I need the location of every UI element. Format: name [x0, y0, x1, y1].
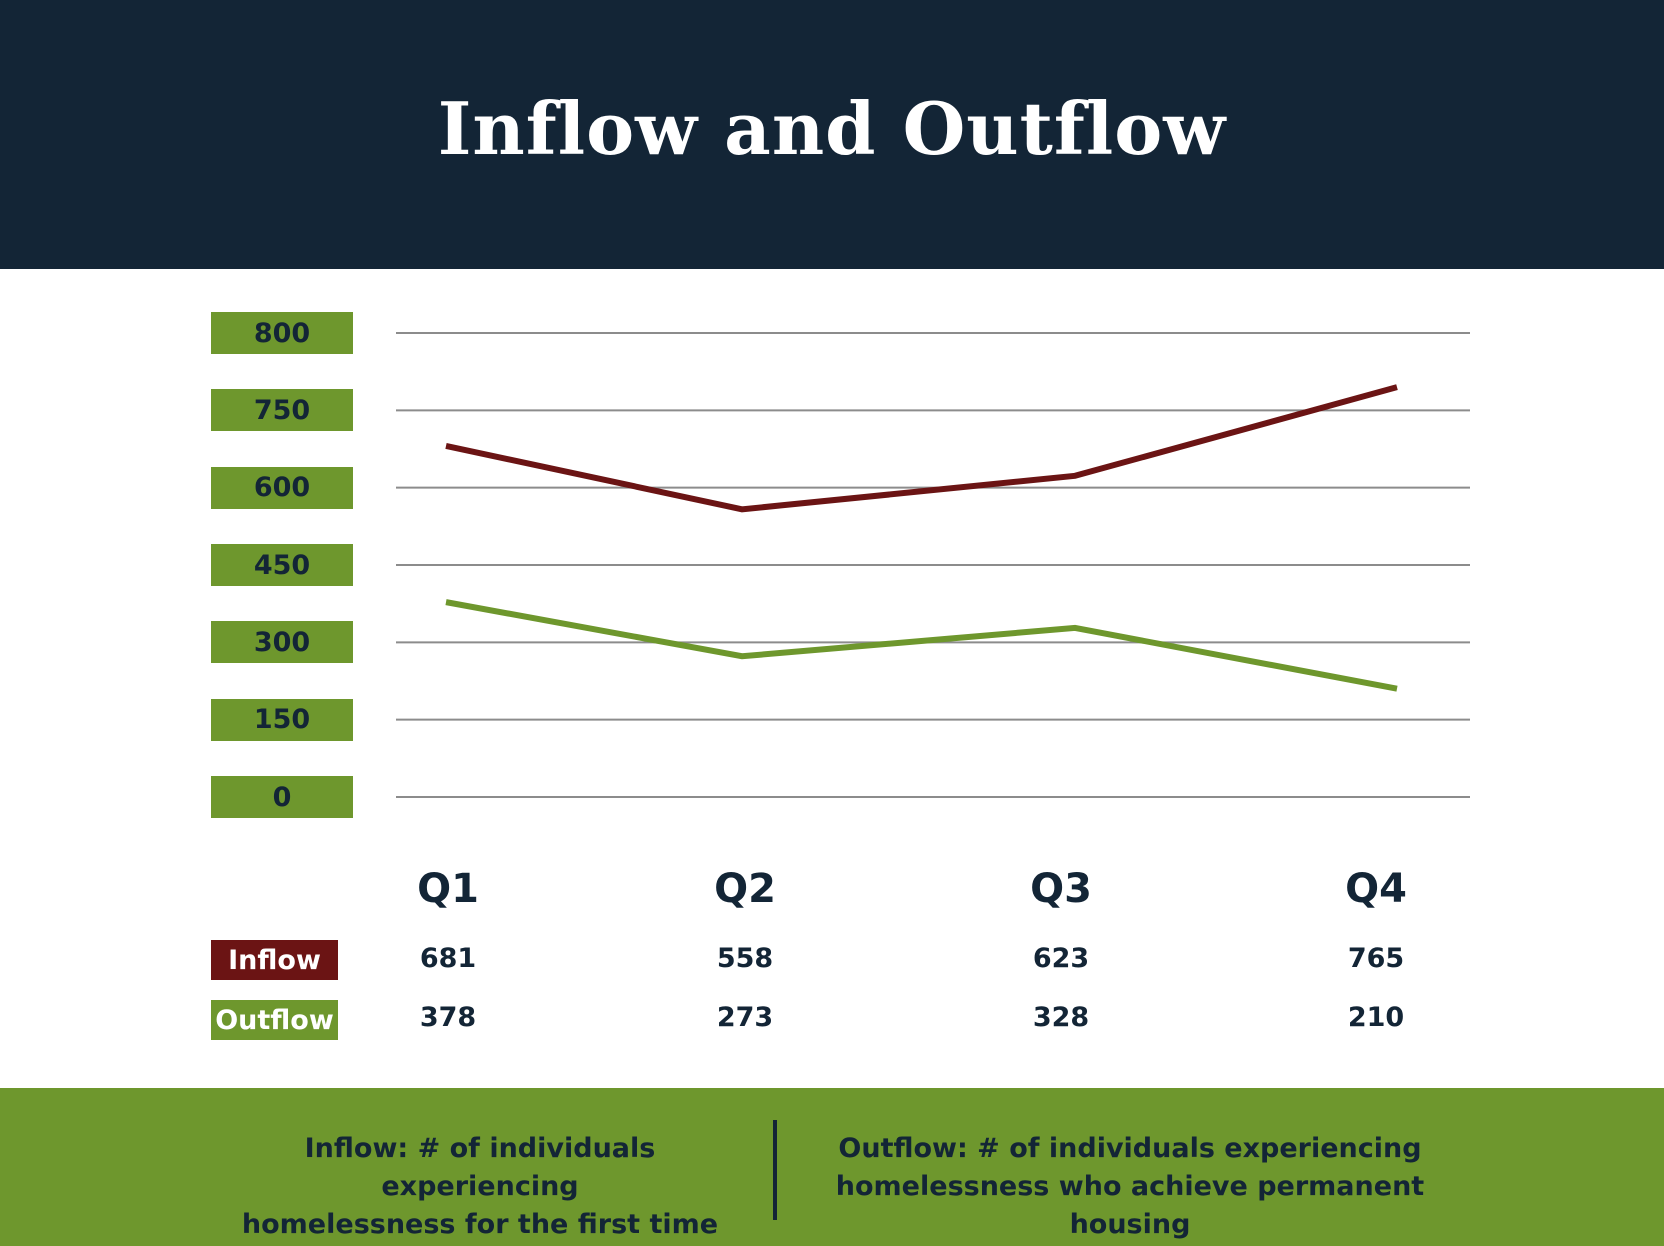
- line-chart: [396, 332, 1470, 798]
- data-value-outflow: 378: [419, 1002, 477, 1033]
- outflow-definition: Outflow: # of individuals experiencing h…: [835, 1133, 1425, 1240]
- x-axis-label: Q1: [417, 866, 479, 912]
- y-tick-label: 600: [211, 466, 353, 509]
- y-tick-label: 450: [211, 544, 353, 586]
- inflow-definition: Inflow: # of individuals experiencing ho…: [241, 1133, 719, 1240]
- chart-title: Inflow and Outflow: [437, 86, 1227, 171]
- legend-outflow-tag: Outflow: [211, 1000, 338, 1040]
- series-line-inflow: [445, 384, 1398, 513]
- footer-divider: [773, 1120, 777, 1220]
- footer-definitions: Inflow: # of individuals experiencing ho…: [0, 1088, 1664, 1246]
- data-value-inflow: 765: [1347, 943, 1405, 974]
- data-value-outflow: 328: [1032, 1002, 1090, 1033]
- data-value-inflow: 681: [419, 943, 477, 974]
- header-banner: Inflow and Outflow: [0, 0, 1664, 269]
- y-tick-label: 750: [211, 389, 353, 432]
- x-axis-label: Q2: [714, 866, 776, 912]
- data-value-outflow: 273: [716, 1002, 774, 1033]
- y-tick-label: 800: [211, 312, 353, 354]
- data-value-inflow: 623: [1032, 943, 1090, 974]
- y-tick-label: 300: [211, 621, 353, 664]
- x-axis-label: Q4: [1345, 866, 1407, 912]
- legend-inflow-tag: Inflow: [211, 940, 338, 980]
- y-tick-label: 0: [211, 776, 353, 818]
- y-tick-label: 150: [211, 698, 353, 741]
- data-value-inflow: 558: [716, 943, 774, 974]
- x-axis-label: Q3: [1030, 866, 1092, 912]
- data-value-outflow: 210: [1347, 1002, 1405, 1033]
- series-line-outflow: [445, 599, 1398, 692]
